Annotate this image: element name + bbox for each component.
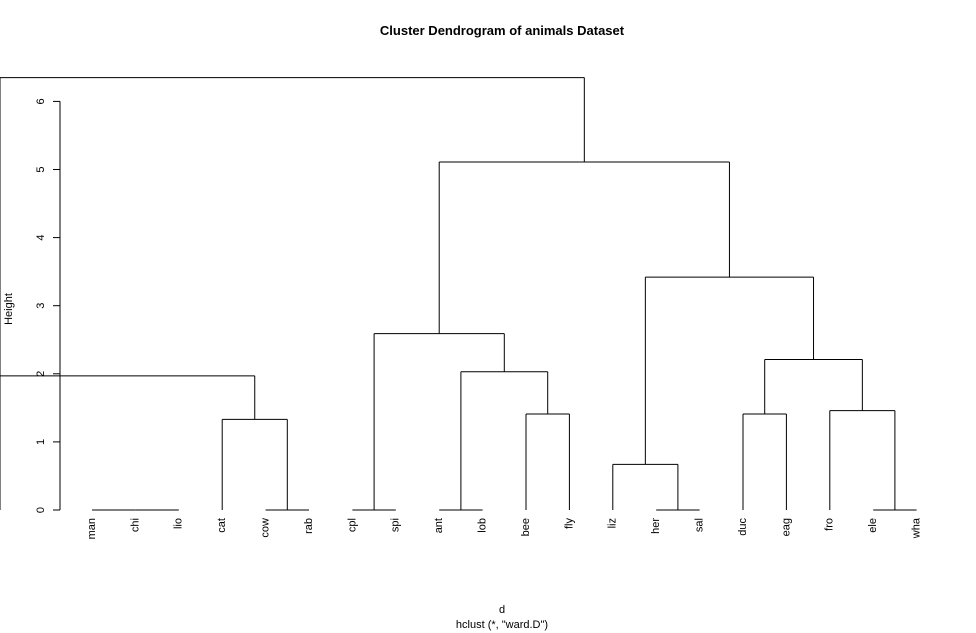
leaf-label-fro: fro	[824, 518, 836, 531]
leaf-label-her: her	[650, 518, 662, 534]
leaf-label-spi: spi	[390, 518, 402, 532]
chart-title: Cluster Dendrogram of animals Dataset	[380, 23, 625, 38]
leaf-label-cow: cow	[260, 518, 272, 538]
y-tick-label: 5	[35, 166, 47, 172]
dendrogram-links	[0, 77, 917, 511]
leaf-label-rab: rab	[303, 518, 315, 534]
y-tick-label: 6	[35, 98, 47, 104]
y-tick-label: 0	[35, 507, 47, 513]
y-tick-label: 1	[35, 439, 47, 445]
y-tick-label: 3	[35, 303, 47, 309]
method-label: hclust (*, "ward.D")	[456, 619, 548, 631]
leaf-label-bee: bee	[520, 518, 532, 536]
y-tick-label: 2	[35, 371, 47, 377]
y-tick-label: 4	[35, 235, 47, 241]
leaf-label-duc: duc	[737, 518, 749, 536]
leaf-label-lio: lio	[173, 518, 185, 529]
leaf-label-eag: eag	[780, 518, 792, 536]
leaf-label-man: man	[86, 518, 98, 539]
y-axis: 0 1 2 3 4 5 6	[35, 98, 61, 513]
leaf-label-cpl: cpl	[346, 518, 358, 532]
leaf-label-lob: lob	[477, 518, 489, 533]
leaf-label-wha: wha	[911, 517, 923, 539]
x-axis-label: d	[499, 604, 505, 616]
leaf-label-chi: chi	[129, 518, 141, 532]
leaf-label-ele: ele	[867, 518, 879, 533]
y-axis-label: Height	[3, 293, 15, 325]
leaf-label-fly: fly	[563, 518, 575, 530]
leaf-labels: man chi lio cat cow rab cpl spi ant lob bee fly liz h…	[86, 517, 923, 539]
leaf-label-ant: ant	[433, 518, 445, 533]
leaf-label-sal: sal	[694, 518, 706, 532]
leaf-label-liz: liz	[607, 518, 619, 528]
leaf-label-cat: cat	[216, 518, 228, 533]
